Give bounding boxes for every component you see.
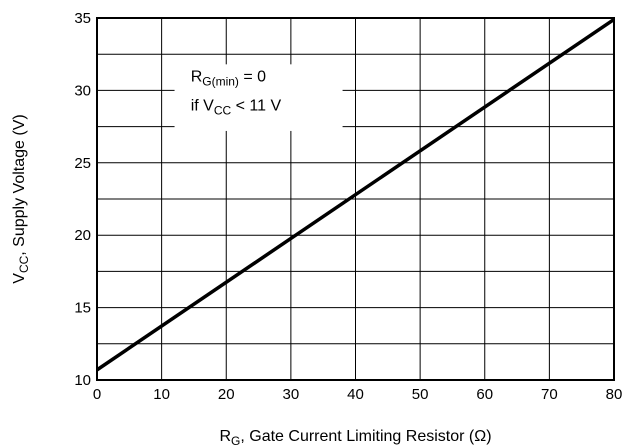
grid xyxy=(97,18,614,380)
y-tick-label: 15 xyxy=(74,300,91,317)
x-tick-label: 40 xyxy=(347,386,364,403)
x-axis-title: RG, Gate Current Limiting Resistor (Ω) xyxy=(219,428,491,447)
x-tick-label: 0 xyxy=(93,386,101,403)
series-group xyxy=(96,17,615,372)
x-tick-label: 50 xyxy=(412,386,429,403)
y-tick-label: 10 xyxy=(74,372,91,389)
series-line xyxy=(96,17,615,372)
y-axis-title: VCC, Supply Voltage (V) xyxy=(11,114,31,283)
y-tick-label: 35 xyxy=(74,10,91,27)
x-tick-label: 10 xyxy=(153,386,170,403)
annotation-background xyxy=(174,64,343,131)
x-tick-label: 70 xyxy=(541,386,558,403)
y-tick-label: 20 xyxy=(74,227,91,244)
x-tick-label: 80 xyxy=(606,386,623,403)
x-tick-label: 30 xyxy=(283,386,300,403)
plot-frame xyxy=(96,17,615,381)
y-tick-label: 30 xyxy=(74,82,91,99)
y-tick-label: 25 xyxy=(74,155,91,172)
annotation-line-2: if VCC < 11 V xyxy=(191,98,282,118)
x-tick-label: 20 xyxy=(218,386,235,403)
x-tick-label: 60 xyxy=(476,386,493,403)
annotation-line-1: RG(min) = 0 xyxy=(191,69,266,89)
